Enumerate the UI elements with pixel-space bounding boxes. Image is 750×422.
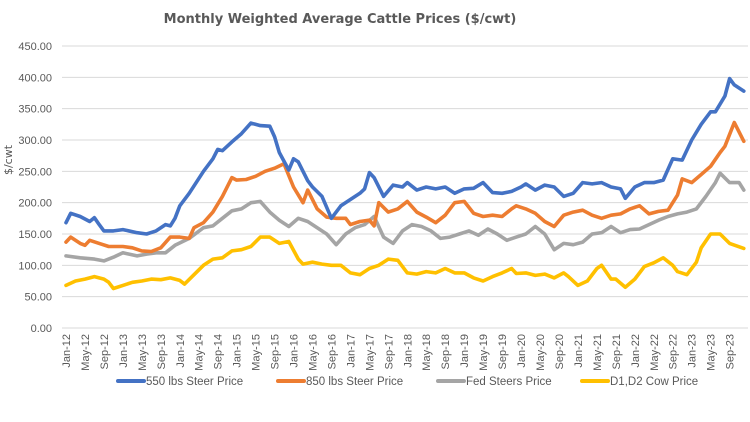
legend-label: 550 lbs Steer Price bbox=[146, 376, 243, 388]
x-tick-label: May-12 bbox=[80, 334, 92, 371]
y-tick-label: 50.00 bbox=[24, 292, 52, 304]
x-tick-label: May-21 bbox=[592, 334, 604, 371]
x-tick-label: May-13 bbox=[137, 334, 149, 371]
x-tick-label: Sep-18 bbox=[440, 334, 452, 369]
x-tick-label: Sep-15 bbox=[270, 334, 282, 369]
x-tick-label: Jan-12 bbox=[61, 334, 73, 368]
x-tick-label: May-23 bbox=[706, 334, 718, 371]
chart-title: Monthly Weighted Average Cattle Prices (… bbox=[164, 12, 517, 27]
legend-label: Fed Steers Price bbox=[466, 376, 552, 388]
x-tick-label: Jan-17 bbox=[345, 334, 357, 368]
y-axis-label: $/cwt bbox=[2, 144, 15, 175]
x-tick-label: Jan-14 bbox=[175, 334, 187, 368]
y-tick-label: 150.00 bbox=[18, 229, 52, 241]
x-tick-label: Jan-20 bbox=[516, 334, 528, 368]
y-tick-label: 450.00 bbox=[18, 41, 52, 53]
series-line-1 bbox=[64, 120, 746, 254]
y-tick-label: 100.00 bbox=[18, 260, 52, 272]
legend-label: D1,D2 Cow Price bbox=[610, 376, 698, 388]
y-tick-labels: 0.00 50.00 100.00 150.00 200.00 250.00 300.00 3… bbox=[18, 41, 52, 335]
x-tick-label: Sep-20 bbox=[554, 334, 566, 369]
legend: 550 lbs Steer Price 850 lbs Steer Price Fe… bbox=[116, 376, 698, 388]
x-tick-label: Jan-23 bbox=[687, 334, 699, 368]
x-tick-label: May-14 bbox=[194, 334, 206, 371]
x-tick-label: Sep-17 bbox=[383, 334, 395, 369]
x-tick-label: Jan-18 bbox=[402, 334, 414, 368]
y-tick-label: 250.00 bbox=[18, 166, 52, 178]
x-tick-label: May-20 bbox=[535, 334, 547, 371]
y-tick-label: 400.00 bbox=[18, 72, 52, 84]
x-tick-label: May-16 bbox=[307, 334, 319, 371]
y-tick-label: 0.00 bbox=[31, 323, 52, 335]
x-tick-label: May-19 bbox=[478, 334, 490, 371]
y-tick-label: 350.00 bbox=[18, 104, 52, 116]
x-tick-labels: Jan-12 May-12 Sep-12 Jan-13 May-13 Sep-13 Jan-… bbox=[61, 334, 737, 371]
legend-item: Fed Steers Price bbox=[436, 376, 552, 388]
x-tick-label: Sep-23 bbox=[725, 334, 737, 369]
y-tick-label: 200.00 bbox=[18, 198, 52, 210]
series-line-3 bbox=[64, 232, 746, 291]
x-tick-label: Sep-16 bbox=[326, 334, 338, 369]
series-line-0 bbox=[64, 76, 746, 236]
x-tick-label: Sep-12 bbox=[99, 334, 111, 369]
x-tick-label: Jan-19 bbox=[459, 334, 471, 368]
x-tick-label: May-15 bbox=[251, 334, 263, 371]
x-tick-label: May-17 bbox=[364, 334, 376, 371]
x-tick-label: Jan-21 bbox=[573, 334, 585, 368]
x-tick-label: May-18 bbox=[421, 334, 433, 371]
x-tick-label: Sep-21 bbox=[611, 334, 623, 369]
y-tick-label: 300.00 bbox=[18, 135, 52, 147]
x-tick-label: May-22 bbox=[649, 334, 661, 371]
legend-label: 850 lbs Steer Price bbox=[306, 376, 403, 388]
x-tick-label: Sep-14 bbox=[213, 334, 225, 369]
x-tick-label: Jan-22 bbox=[630, 334, 642, 368]
legend-item: 850 lbs Steer Price bbox=[276, 376, 403, 388]
x-tick-label: Sep-22 bbox=[668, 334, 680, 369]
legend-item: 550 lbs Steer Price bbox=[116, 376, 243, 388]
legend-item: D1,D2 Cow Price bbox=[580, 376, 698, 388]
series-line-2 bbox=[64, 171, 746, 263]
series-lines bbox=[64, 76, 746, 291]
x-tick-label: Sep-13 bbox=[156, 334, 168, 369]
x-tick-label: Sep-19 bbox=[497, 334, 509, 369]
x-tick-label: Jan-16 bbox=[289, 334, 301, 368]
x-tick-label: Jan-13 bbox=[118, 334, 130, 368]
x-tick-label: Jan-15 bbox=[232, 334, 244, 368]
